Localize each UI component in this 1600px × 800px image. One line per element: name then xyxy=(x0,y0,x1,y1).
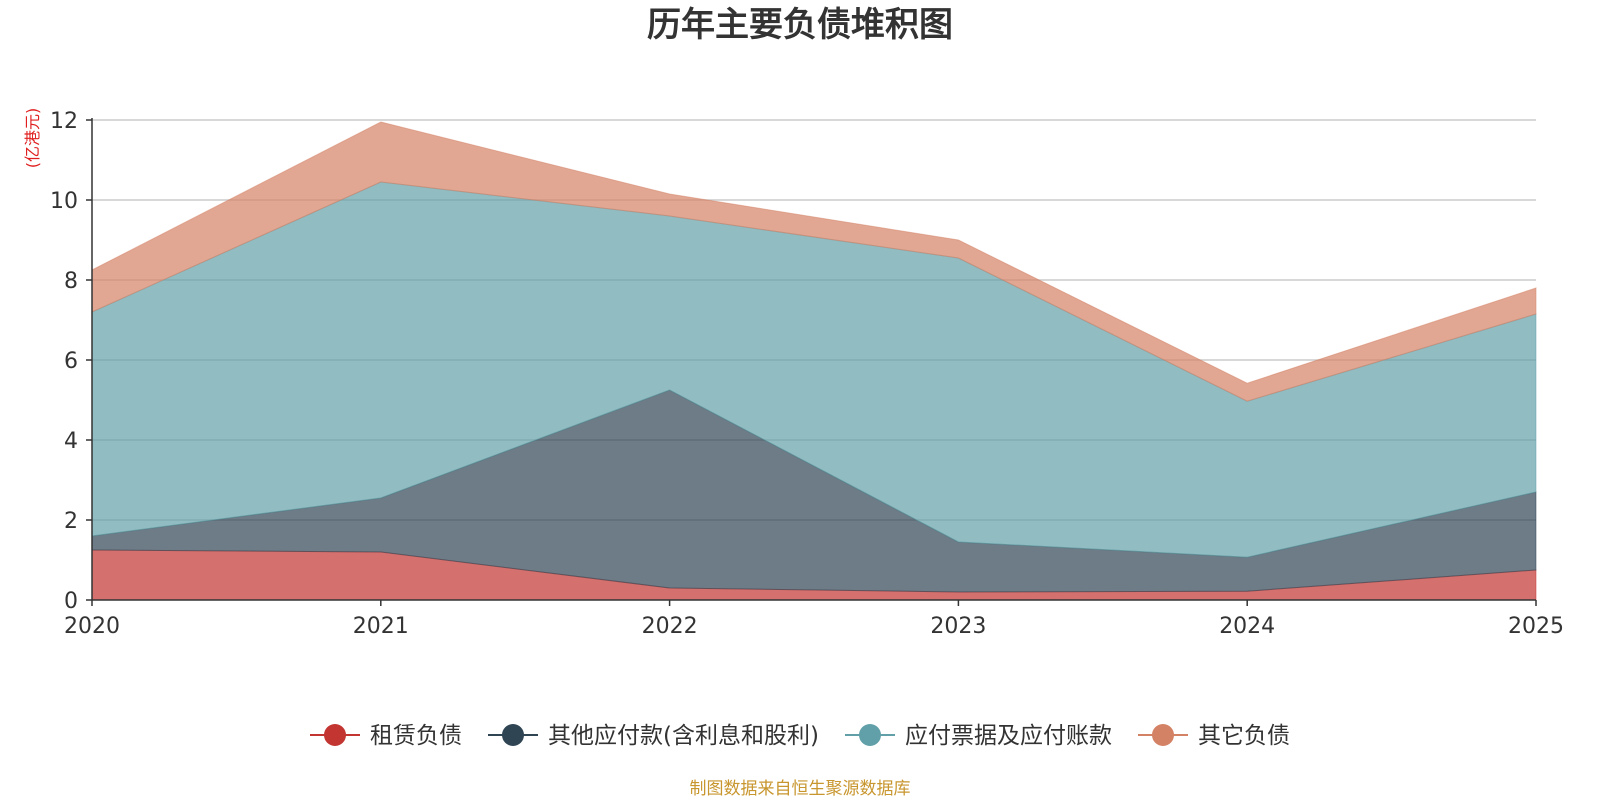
legend-label-2: 应付票据及应付账款 xyxy=(905,723,1112,749)
y-tick-label-10: 10 xyxy=(50,189,78,214)
y-tick-label-2: 2 xyxy=(64,509,78,534)
chart-title: 历年主要负债堆积图 xyxy=(647,5,953,45)
y-axis-unit-label: (亿港元) xyxy=(23,108,42,169)
legend-label-3: 其它负债 xyxy=(1198,723,1290,749)
legend-item-2[interactable]: 应付票据及应付账款 xyxy=(845,723,1112,749)
legend-item-3[interactable]: 其它负债 xyxy=(1138,723,1290,749)
legend-label-1: 其他应付款(含利息和股利) xyxy=(548,723,819,749)
y-tick-label-4: 4 xyxy=(64,429,78,454)
legend-marker-1 xyxy=(502,724,524,746)
data-source-note: 制图数据来自恒生聚源数据库 xyxy=(690,779,911,799)
legend-item-0[interactable]: 租赁负债 xyxy=(310,723,462,749)
area-series-3[interactable] xyxy=(91,121,1537,402)
x-tick-label-2024: 2024 xyxy=(1219,614,1275,639)
axes: 0 2 4 6 8 10 12 2020 2021 2022 2023 2024 2025 xyxy=(50,109,1564,639)
legend-marker-0 xyxy=(324,724,346,746)
y-tick-label-0: 0 xyxy=(64,589,78,614)
x-tick-label-2022: 2022 xyxy=(642,614,698,639)
area-series-group xyxy=(91,121,1537,601)
x-tick-label-2020: 2020 xyxy=(64,614,120,639)
y-tick-label-8: 8 xyxy=(64,269,78,294)
legend-marker-3 xyxy=(1152,724,1174,746)
legend[interactable]: 租赁负债 其他应付款(含利息和股利) 应付票据及应付账款 其它负债 xyxy=(310,723,1290,749)
y-tick-label-12: 12 xyxy=(50,109,78,134)
legend-label-0: 租赁负债 xyxy=(370,723,462,749)
x-tick-label-2021: 2021 xyxy=(353,614,409,639)
x-tick-label-2025: 2025 xyxy=(1508,614,1564,639)
legend-item-1[interactable]: 其他应付款(含利息和股利) xyxy=(488,723,819,749)
x-tick-label-2023: 2023 xyxy=(930,614,986,639)
legend-marker-2 xyxy=(859,724,881,746)
y-tick-label-6: 6 xyxy=(64,349,78,374)
